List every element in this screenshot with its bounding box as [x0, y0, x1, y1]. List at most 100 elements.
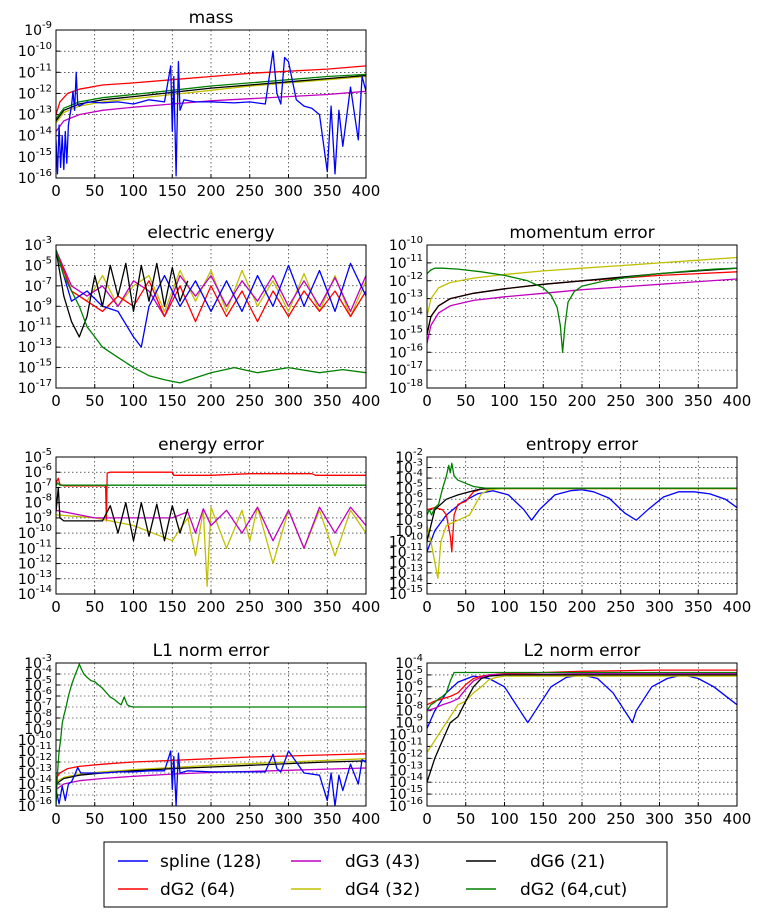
momentum-error-xtick-label: 350 [684, 392, 713, 410]
l1-norm-error-ytick-label: 10-13 [18, 763, 52, 782]
mass-xtick-label: 350 [313, 182, 342, 200]
entropy-error-xtick-label: 250 [606, 598, 635, 616]
mass-xtick-label: 250 [235, 182, 264, 200]
entropy-error-ytick-label: 10-13 [389, 563, 423, 582]
l1-norm-error-ytick-label: 10-3 [24, 653, 52, 672]
l1-norm-error-series-spline-128 [56, 750, 366, 806]
electric-energy-ytick-label: 10-13 [18, 337, 52, 356]
chart-mass: mass 0 50 100 150 200 250 300 350 400 10-9 10-10 10-… [18, 8, 380, 200]
electric-energy-xtick-label: 100 [119, 392, 148, 410]
momentum-error-ytick-label: 10-10 [389, 235, 423, 254]
entropy-error-ytick-label: 10-12 [389, 552, 423, 571]
mass-series-spline-128 [56, 50, 366, 177]
energy-error-ytick-label: 10-9 [24, 508, 52, 527]
momentum-error-xtick-label: 50 [456, 392, 475, 410]
entropy-error-ytick-label: 10-8 [395, 510, 423, 529]
electric-energy-xtick-label: 350 [313, 392, 342, 410]
entropy-error-ytick-label: 10-10 [389, 531, 423, 550]
electric-energy-xtick-label: 200 [197, 392, 226, 410]
l1-norm-error-title: L1 norm error [153, 641, 270, 661]
entropy-error-ytick-label: 10-5 [395, 479, 423, 498]
mass-ytick-label: 10-16 [18, 168, 52, 187]
mass-series-dg2-64-cut [56, 73, 366, 120]
energy-error-ytick-label: 10-14 [18, 584, 52, 603]
energy-error-xtick-label: 200 [197, 598, 226, 616]
momentum-error-series-dg4-32 [427, 256, 737, 317]
l2-norm-error-ytick-label: 10-11 [389, 736, 423, 755]
energy-error-xtick-label: 0 [51, 598, 61, 616]
l2-norm-error-ytick-label: 10-8 [395, 701, 423, 720]
mass-ytick-label: 10-14 [18, 126, 52, 145]
entropy-error-ytick-label: 10-2 [395, 447, 423, 466]
energy-error-series-dg2-64 [56, 471, 366, 522]
l1-norm-error-xtick-label: 0 [51, 810, 61, 828]
momentum-error-xtick-label: 150 [529, 392, 558, 410]
electric-energy-ytick-label: 10-11 [18, 317, 52, 336]
energy-error-series-dg2-64-cut [56, 482, 366, 487]
l2-norm-error-title: L2 norm error [524, 641, 641, 661]
mass-ytick-label: 10-10 [18, 41, 52, 60]
energy-error-ytick-label: 10-10 [18, 523, 52, 542]
l2-norm-error-xtick-label: 400 [723, 810, 752, 828]
electric-energy-xtick-label: 0 [51, 392, 61, 410]
entropy-error-ytick-label: 10-3 [395, 458, 423, 477]
l2-norm-error-series-dg2-64 [427, 669, 737, 706]
momentum-error-ytick-label: 10-16 [389, 342, 423, 361]
l1-norm-error-xtick-label: 350 [313, 810, 342, 828]
mass-xtick-label: 100 [119, 182, 148, 200]
mass-xtick-label: 0 [51, 182, 61, 200]
entropy-error-ytick-label: 10-6 [395, 489, 423, 508]
chart-energy-error: energy error 0 50 100 150 200 250 300 350 400 10-5… [18, 435, 380, 616]
l2-norm-error-series-dg6-21 [427, 674, 737, 783]
entropy-error-ytick-label: 10-15 [389, 584, 423, 603]
chart-electric-energy: electric energy 0 50 100 150 200 250 300 350 400 1… [18, 223, 380, 410]
energy-error-ytick-label: 10-11 [18, 538, 52, 557]
legend-label-dg6-21: dG6 (21) [530, 852, 605, 872]
mass-ytick-label: 10-11 [18, 62, 52, 81]
l2-norm-error-ytick-label: 10-12 [389, 748, 423, 767]
entropy-error-xtick-label: 200 [568, 598, 597, 616]
momentum-error-xtick-label: 200 [568, 392, 597, 410]
l2-norm-error-ytick-label: 10-4 [395, 653, 423, 672]
l1-norm-error-xtick-label: 100 [119, 810, 148, 828]
electric-energy-series-dg3-43 [56, 249, 366, 318]
mass-ytick-label: 10-12 [18, 83, 52, 102]
l1-norm-error-xtick-label: 50 [85, 810, 104, 828]
mass-xtick-label: 200 [197, 182, 226, 200]
entropy-error-ytick-label: 10-4 [395, 468, 423, 487]
legend-label-dg3-43: dG3 (43) [345, 852, 420, 872]
mass-ytick-label: 10-9 [24, 20, 52, 39]
l1-norm-error-ytick-label: 10-6 [24, 686, 52, 705]
energy-error-ytick-label: 10-6 [24, 462, 52, 481]
energy-error-ytick-label: 10-8 [24, 493, 52, 512]
entropy-error-xtick-label: 50 [456, 598, 475, 616]
entropy-error-title: entropy error [526, 435, 638, 455]
l2-norm-error-series-dg3-43 [427, 673, 737, 712]
electric-energy-series-dg6-21 [56, 249, 189, 338]
energy-error-title: energy error [158, 435, 264, 455]
entropy-error-ytick-label: 10-11 [389, 542, 423, 561]
l2-norm-error-ytick-label: 10-6 [395, 677, 423, 696]
l2-norm-error-xtick-label: 100 [490, 810, 519, 828]
l2-norm-error-ytick-label: 10-5 [395, 665, 423, 684]
l2-norm-error-xtick-label: 300 [645, 810, 674, 828]
energy-error-series-dg6-21 [56, 486, 189, 542]
energy-error-series-dg4-32 [56, 506, 366, 588]
momentum-error-axes-frame [426, 244, 738, 389]
entropy-error-xtick-label: 350 [684, 598, 713, 616]
l1-norm-error-xtick-label: 200 [197, 810, 226, 828]
electric-energy-ytick-label: 10-15 [18, 358, 52, 377]
entropy-error-xtick-label: 0 [422, 598, 432, 616]
momentum-error-series-dg3-43 [427, 278, 737, 344]
electric-energy-xtick-label: 300 [274, 392, 303, 410]
energy-error-ytick-label: 10-13 [18, 569, 52, 588]
mass-xtick-label: 50 [85, 182, 104, 200]
energy-error-xtick-label: 100 [119, 598, 148, 616]
legend-label-dg2-64: dG2 (64) [160, 880, 235, 900]
mass-ytick-label: 10-15 [18, 147, 52, 166]
l2-norm-error-axes-frame [426, 662, 738, 807]
l2-norm-error-xtick-label: 50 [456, 810, 475, 828]
momentum-error-ytick-label: 10-12 [389, 271, 423, 290]
mass-ytick-label: 10-13 [18, 105, 52, 124]
l1-norm-error-ytick-label: 10-7 [24, 697, 52, 716]
